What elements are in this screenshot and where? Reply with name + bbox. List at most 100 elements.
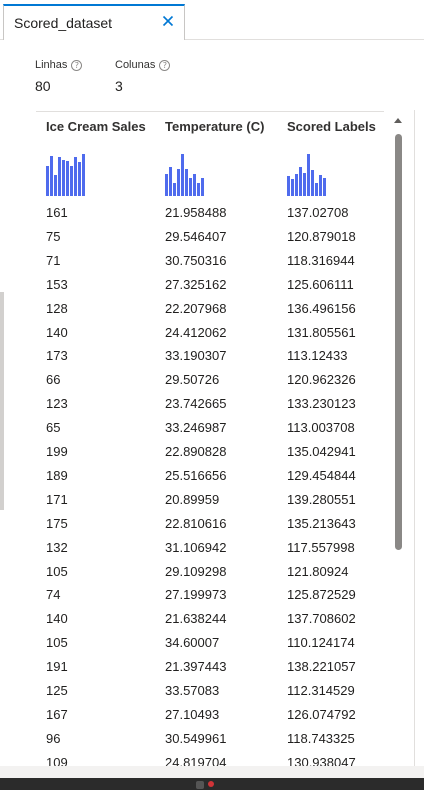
table-row[interactable]: 161 21.958488 137.02708	[36, 202, 384, 226]
table-cell: 113.12433	[287, 348, 348, 364]
table-cell: 105	[46, 635, 68, 651]
histogram-bar	[311, 170, 314, 196]
notification-badge-icon	[208, 781, 214, 787]
table-row[interactable]: 96 30.549961 118.743325	[36, 728, 384, 752]
scroll-up-icon[interactable]	[394, 118, 402, 123]
table-cell: 125.606111	[287, 276, 354, 292]
table-cell: 123	[46, 396, 68, 412]
table-row[interactable]: 123 23.742665 133.230123	[36, 393, 384, 417]
table-cell: 120.962326	[287, 372, 356, 388]
table-cell: 25.516656	[165, 467, 227, 483]
histogram-bar	[82, 154, 85, 196]
table-row[interactable]: 65 33.246987 113.003708	[36, 417, 384, 441]
table-row[interactable]: 132 31.106942 117.557998	[36, 537, 384, 561]
table-cell: 23.742665	[165, 396, 227, 412]
stat-rows-label: Linhas	[35, 59, 68, 71]
table-row[interactable]: 167 27.10493 126.074792	[36, 704, 384, 728]
scroll-thumb[interactable]	[395, 134, 402, 550]
app-icon[interactable]	[196, 781, 204, 789]
help-icon[interactable]: ?	[71, 59, 83, 71]
table-cell: 173	[46, 348, 68, 364]
table-cell: 132	[46, 539, 68, 555]
table-cell: 27.325162	[165, 276, 227, 292]
table-row[interactable]: 171 20.89959 139.280551	[36, 489, 384, 513]
table-cell: 138.221057	[287, 659, 356, 675]
table-cell: 109	[46, 754, 68, 767]
histogram-bar	[303, 173, 306, 196]
table-cell: 128	[46, 300, 68, 316]
table-cell: 21.638244	[165, 611, 227, 627]
tab-title: Scored_dataset	[14, 15, 113, 31]
tab-scored-dataset[interactable]: Scored_dataset	[3, 4, 185, 40]
histogram-bar	[46, 166, 49, 196]
table-cell: 121.80924	[287, 563, 349, 579]
histogram-bar	[185, 169, 188, 196]
table-row[interactable]: 189 25.516656 129.454844	[36, 465, 384, 489]
table-row[interactable]: 173 33.190307 113.12433	[36, 345, 384, 369]
table-cell: 105	[46, 563, 68, 579]
histogram-bar	[50, 156, 53, 196]
table-cell: 118.743325	[287, 730, 355, 746]
table-cell: 21.958488	[165, 205, 227, 220]
histogram-bar	[177, 169, 180, 196]
histogram-bar	[181, 154, 184, 196]
stat-rows: Linhas ? 80	[35, 58, 83, 94]
histogram-bar	[193, 174, 196, 196]
vertical-scrollbar[interactable]	[392, 116, 406, 766]
table-cell: 130.938047	[287, 754, 356, 767]
stat-columns: Colunas ? 3	[115, 58, 171, 94]
column-header-scored-labels[interactable]: Scored Labels	[287, 119, 376, 134]
table-cell: 135.042941	[287, 444, 356, 459]
table-row[interactable]: 140 24.412062 131.805561	[36, 322, 384, 346]
table-cell: 21.397443	[165, 659, 227, 675]
table-cell: 71	[46, 252, 61, 268]
taskbar	[0, 778, 424, 790]
table-row[interactable]: 191 21.397443 138.221057	[36, 656, 384, 680]
histogram-bar	[62, 160, 65, 196]
table-row[interactable]: 128 22.207968 136.496156	[36, 298, 384, 322]
left-splitter[interactable]	[0, 292, 4, 510]
table-row[interactable]: 75 29.546407 120.879018	[36, 226, 384, 250]
table-row[interactable]: 71 30.750316 118.316944	[36, 250, 384, 274]
close-icon[interactable]	[160, 13, 176, 29]
histogram-bar	[319, 175, 322, 196]
table-cell: 191	[46, 659, 68, 675]
table-row[interactable]: 74 27.199973 125.872529	[36, 584, 384, 608]
histogram-bar	[169, 167, 172, 196]
table-cell: 22.207968	[165, 300, 227, 316]
table-row[interactable]: 199 22.890828 135.042941	[36, 441, 384, 465]
table-cell: 161	[46, 205, 68, 220]
table-cell: 140	[46, 611, 68, 627]
table-cell: 24.819704	[165, 754, 227, 767]
table-cell: 112.314529	[287, 683, 355, 698]
column-header-ice-cream-sales[interactable]: Ice Cream Sales	[46, 119, 146, 134]
tab-bar: Scored_dataset	[0, 0, 424, 40]
table-row[interactable]: 109 24.819704 130.938047	[36, 752, 384, 767]
table-cell: 24.412062	[165, 324, 227, 340]
table-cell: 33.246987	[165, 420, 227, 436]
table-row[interactable]: 66 29.50726 120.962326	[36, 369, 384, 393]
table-cell: 74	[46, 587, 61, 603]
table-cell: 96	[46, 730, 61, 746]
column-header-temperature[interactable]: Temperature (C)	[165, 119, 265, 134]
table-cell: 140	[46, 324, 68, 340]
table-row[interactable]: 140 21.638244 137.708602	[36, 608, 384, 632]
table-cell: 22.890828	[165, 444, 227, 459]
table-cell: 113.003708	[287, 420, 355, 436]
histogram-bar	[299, 167, 302, 196]
table-row[interactable]: 105 29.109298 121.80924	[36, 561, 384, 585]
column-histogram	[165, 152, 205, 196]
table-cell: 29.109298	[165, 563, 227, 579]
stat-columns-label: Colunas	[115, 59, 156, 71]
table-row[interactable]: 125 33.57083 112.314529	[36, 680, 384, 704]
table-row[interactable]: 153 27.325162 125.606111	[36, 274, 384, 298]
help-icon[interactable]: ?	[159, 59, 171, 71]
histogram-bar	[197, 183, 200, 196]
table-row[interactable]: 105 34.60007 110.124174	[36, 632, 384, 656]
histogram-bar	[291, 179, 294, 196]
table-row[interactable]: 175 22.810616 135.213643	[36, 513, 384, 537]
histogram-bar	[165, 174, 168, 196]
table-cell: 27.10493	[165, 706, 220, 722]
table-cell: 137.02708	[287, 205, 349, 220]
histogram-bar	[74, 157, 77, 196]
